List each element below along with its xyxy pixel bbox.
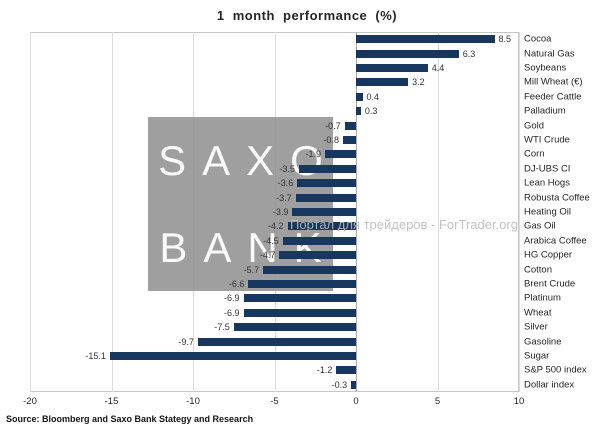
bar-gold	[344, 121, 356, 130]
gridline	[111, 32, 113, 392]
bar-wheat	[243, 308, 356, 317]
category-label-palladium: Palladium	[524, 105, 566, 117]
value-label-palladium: 0.3	[364, 106, 378, 117]
category-label-soybeans: Soybeans	[524, 62, 567, 74]
value-label-cocoa: 8.5	[498, 34, 512, 45]
watermark-text-bank: BANK	[159, 223, 338, 271]
category-label-s-p-500-index: S&P 500 index	[524, 364, 587, 376]
bar-mill-wheat	[356, 78, 409, 87]
x-tick-label: -5	[270, 396, 279, 407]
category-label-wti-crude: WTI Crude	[524, 134, 570, 146]
bar-hg-copper	[279, 251, 356, 260]
value-label-dollar-index: -0.3	[331, 379, 348, 390]
value-label-gas-oil: -4.2	[268, 221, 284, 232]
source-note: Source: Bloomberg and Saxo Bank Stategy …	[6, 414, 254, 424]
bar-lean-hogs	[297, 179, 356, 188]
category-label-arabica-coffee: Arabica Coffee	[524, 235, 587, 247]
x-tick-label: 0	[353, 396, 359, 407]
bar-natural-gas	[356, 49, 459, 58]
gridline	[30, 32, 31, 392]
bar-gasoline	[197, 337, 356, 346]
bar-cotton	[263, 265, 356, 274]
value-label-soybeans: 4.4	[431, 63, 445, 73]
value-label-arabica-coffee: -4.5	[263, 235, 279, 246]
bar-dj-ubs-ci	[298, 164, 356, 173]
category-label-cotton: Cotton	[524, 264, 552, 276]
bar-s-p-500-index	[336, 366, 356, 375]
value-label-dj-ubs-ci: -3.5	[279, 163, 295, 174]
watermark-text-saxo: SAXO	[158, 136, 339, 184]
value-label-hg-copper: -4.7	[259, 250, 276, 261]
category-label-wheat: Wheat	[524, 307, 552, 319]
bar-arabica-coffee	[282, 236, 356, 245]
category-label-hg-copper: HG Copper	[524, 249, 573, 261]
bar-silver	[233, 323, 356, 332]
x-tick-label: -15	[104, 396, 119, 407]
chart-title: 1 month performance (%)	[216, 8, 398, 23]
value-label-wheat: -6.9	[224, 307, 240, 318]
gridline	[437, 32, 439, 392]
bar-wti-crude	[342, 136, 356, 144]
value-label-heating-oil: -3.9	[272, 207, 289, 217]
value-label-gasoline: -9.7	[178, 336, 194, 347]
x-tick-label: 5	[434, 396, 441, 407]
value-label-feeder-cattle: 0.4	[366, 91, 380, 102]
category-label-platinum: Platinum	[524, 292, 561, 304]
x-tick-label: -20	[23, 396, 37, 407]
value-label-s-p-500-index: -1.2	[316, 365, 333, 376]
x-tick-label: 10	[513, 396, 525, 407]
value-label-corn: -1.9	[305, 149, 322, 160]
category-label-brent-crude: Brent Crude	[524, 278, 576, 290]
bar-gas-oil	[287, 222, 356, 231]
value-label-gold: -0.7	[325, 120, 341, 131]
value-label-lean-hogs: -3.6	[277, 178, 294, 189]
bar-dollar-index	[351, 380, 356, 389]
bar-robusta-coffee	[295, 193, 356, 202]
bar-brent-crude	[248, 280, 356, 288]
category-label-sugar: Sugar	[524, 350, 550, 362]
value-label-brent-crude: -6.6	[228, 279, 245, 289]
category-label-silver: Silver	[524, 321, 548, 333]
zero-axis-line	[356, 32, 357, 392]
value-label-platinum: -6.9	[224, 293, 240, 304]
bar-palladium	[356, 107, 361, 116]
bar-sugar	[109, 352, 356, 360]
bar-feeder-cattle	[356, 92, 363, 101]
value-label-cotton: -5.7	[243, 264, 260, 275]
category-label-heating-oil: Heating Oil	[524, 206, 571, 218]
category-label-robusta-coffee: Robusta Coffee	[524, 192, 590, 204]
category-label-mill-wheat: Mill Wheat (€)	[524, 76, 583, 88]
value-label-robusta-coffee: -3.7	[276, 192, 292, 203]
bar-cocoa	[356, 35, 495, 44]
category-label-lean-hogs: Lean Hogs	[524, 177, 570, 189]
category-label-gas-oil: Gas Oil	[524, 220, 556, 232]
category-label-gold: Gold	[524, 120, 545, 132]
value-label-sugar: -15.1	[85, 351, 106, 361]
category-label-gasoline: Gasoline	[524, 336, 562, 348]
category-label-cocoa: Cocoa	[524, 33, 552, 45]
category-label-dj-ubs-ci: DJ-UBS CI	[524, 163, 571, 175]
category-label-corn: Corn	[524, 148, 545, 160]
bar-platinum	[243, 294, 356, 303]
category-label-natural-gas: Natural Gas	[524, 48, 575, 60]
category-label-feeder-cattle: Feeder Cattle	[524, 91, 582, 103]
value-label-natural-gas: 6.3	[462, 48, 476, 59]
x-tick-label: -10	[186, 396, 200, 407]
bar-soybeans	[356, 64, 428, 72]
gridline	[519, 32, 520, 392]
bar-heating-oil	[292, 208, 356, 216]
value-label-mill-wheat: 3.2	[412, 77, 425, 88]
bar-corn	[325, 150, 356, 159]
value-label-wti-crude: -0.8	[323, 135, 339, 145]
saxo-bank-watermark: SAXO BANK	[148, 117, 333, 291]
fortrader-watermark: Портал для трейдеров - ForTrader.org	[290, 217, 518, 232]
value-label-silver: -7.5	[214, 322, 230, 333]
category-label-dollar-index: Dollar index	[524, 379, 575, 391]
